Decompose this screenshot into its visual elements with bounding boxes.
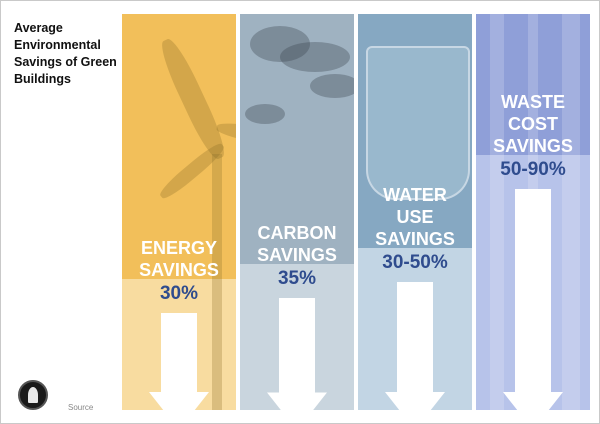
down-arrow-shape: [385, 282, 445, 410]
value-label-energy: 30%: [159, 283, 199, 304]
category-label-line: SAVINGS: [257, 244, 337, 265]
down-arrow-energy: [149, 313, 209, 410]
wind-turbine-icon: [212, 154, 222, 410]
down-arrow-shape: [267, 297, 327, 410]
smoke-cloud-icon: [280, 42, 350, 72]
category-label-carbon: CARBON SAVINGS: [240, 222, 354, 266]
category-label-waste: WASTE COST SAVINGS: [476, 91, 590, 157]
source-label: Source: [68, 403, 94, 412]
category-label-line: CARBON: [257, 222, 337, 243]
savings-column-energy: ENERGY SAVINGS 30%: [122, 14, 236, 410]
down-arrow-carbon: [267, 297, 327, 410]
down-arrow-water: [385, 282, 445, 410]
waste-stripe: [490, 14, 504, 410]
down-arrow-waste: [503, 189, 563, 410]
category-label-line: WASTE: [500, 92, 565, 112]
waste-stripe: [562, 14, 580, 410]
category-label-line: WATER: [383, 185, 447, 205]
chart-title: Average Environmental Savings of Green B…: [14, 21, 117, 86]
value-label-waste: 50-90%: [500, 159, 566, 180]
category-label-water: WATER USE SAVINGS: [358, 184, 472, 250]
category-label-line: SAVINGS: [375, 229, 455, 249]
down-arrow-shape: [503, 189, 563, 410]
water-glass-icon: [366, 46, 470, 200]
category-label-energy: ENERGY SAVINGS: [122, 237, 236, 281]
category-label-line: SAVINGS: [139, 260, 219, 280]
down-arrow-shape: [149, 313, 209, 410]
category-label-line: SAVINGS: [493, 136, 573, 156]
usgbc-leaf-logo-icon: [18, 380, 48, 410]
value-label-carbon: 35%: [277, 267, 317, 289]
category-label-line: ENERGY: [140, 238, 218, 258]
smoke-cloud-icon: [245, 104, 285, 124]
savings-column-carbon: CARBON SAVINGS 35%: [240, 14, 354, 410]
smoke-cloud-icon: [310, 74, 354, 98]
savings-column-water: WATER USE SAVINGS 30-50%: [358, 14, 472, 410]
value-label-water: 30-50%: [382, 252, 448, 273]
category-label-line: USE: [396, 207, 434, 227]
category-label-line: COST: [507, 114, 558, 134]
smoke-cloud-icon: [250, 26, 310, 62]
